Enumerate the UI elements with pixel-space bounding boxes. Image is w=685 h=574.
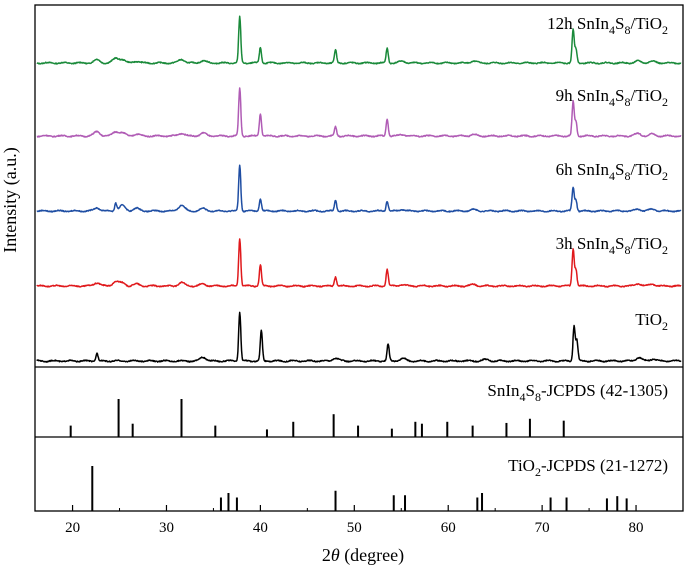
series-label-part: 8 [624,169,630,183]
series-label-part: 8 [624,23,630,37]
series-label-part: 6h SnIn [556,160,610,179]
series-label: 3h SnIn4S8/TiO2 [556,234,668,257]
x-axis-label-symbol: θ [331,545,340,565]
series-label-part: 2 [662,95,668,109]
reference-label-part: SnIn [487,381,520,400]
series-label-part: /TiO [630,160,662,179]
x-tick-label: 60 [441,520,456,536]
series-label-part: 8 [624,95,630,109]
series-label-part: S [615,234,624,253]
x-tick-label: 40 [253,520,268,536]
x-tick-label: 70 [535,520,550,536]
series-label-part: 9h SnIn [556,86,610,105]
series-label-part: S [615,160,624,179]
series-label-part: 4 [609,95,615,109]
traces-layer [36,15,682,511]
x-axis-label: 2θ (degree) [322,545,404,566]
series-label-part: 4 [609,243,615,257]
series-label-part: /TiO [630,234,662,253]
reference-label: SnIn4S8-JCPDS (42-1305) [487,381,668,404]
ticks-layer: 20 30 40 50 60 70 80 [65,505,684,536]
reference-label-part: -JCPDS (42-1305) [541,381,668,400]
series-label-part: 2 [662,319,668,333]
series-label-part: 3h SnIn [556,234,610,253]
series-label-part: TiO [635,310,662,329]
series-label-part: 2 [662,169,668,183]
series-label-part: /TiO [630,86,662,105]
y-axis-label: Intensity (a.u.) [0,147,21,252]
series-label-part: 8 [624,243,630,257]
series-label-part: S [615,14,624,33]
plot-frame [34,4,684,512]
series-label-part: 4 [609,23,615,37]
series-label-part: 2 [662,243,668,257]
reference-label-part: 4 [519,390,525,404]
x-axis-label-prefix: 2 [322,545,331,565]
series-label-part: 2 [662,23,668,37]
series-label-part: /TiO [630,14,662,33]
reference-label-part: 2 [535,465,541,479]
series-line [36,311,682,363]
series-label-part: S [615,86,624,105]
series-label: 6h SnIn4S8/TiO2 [556,160,668,183]
x-tick-label: 50 [347,520,362,536]
series-line [36,87,682,138]
x-tick-label: 80 [629,520,644,536]
reference-label: TiO2-JCPDS (21-1272) [508,456,668,479]
panels-layer [34,4,684,512]
series-line [36,15,682,65]
series-label: 12h SnIn4S8/TiO2 [547,14,668,37]
reference-label-part: 8 [535,390,541,404]
series-label-part: 4 [609,169,615,183]
series-label: TiO2 [635,310,668,333]
series-label: 9h SnIn4S8/TiO2 [556,86,668,109]
x-tick-label: 30 [159,520,174,536]
reference-label-part: TiO [508,456,535,475]
series-line [36,164,682,213]
series-label-part: 12h SnIn [547,14,609,33]
series-line [36,238,682,288]
reference-label-part: -JCPDS (21-1272) [541,456,668,475]
x-tick-label: 20 [65,520,80,536]
x-axis-label-suffix: (degree) [340,545,404,566]
reference-label-part: S [525,381,534,400]
